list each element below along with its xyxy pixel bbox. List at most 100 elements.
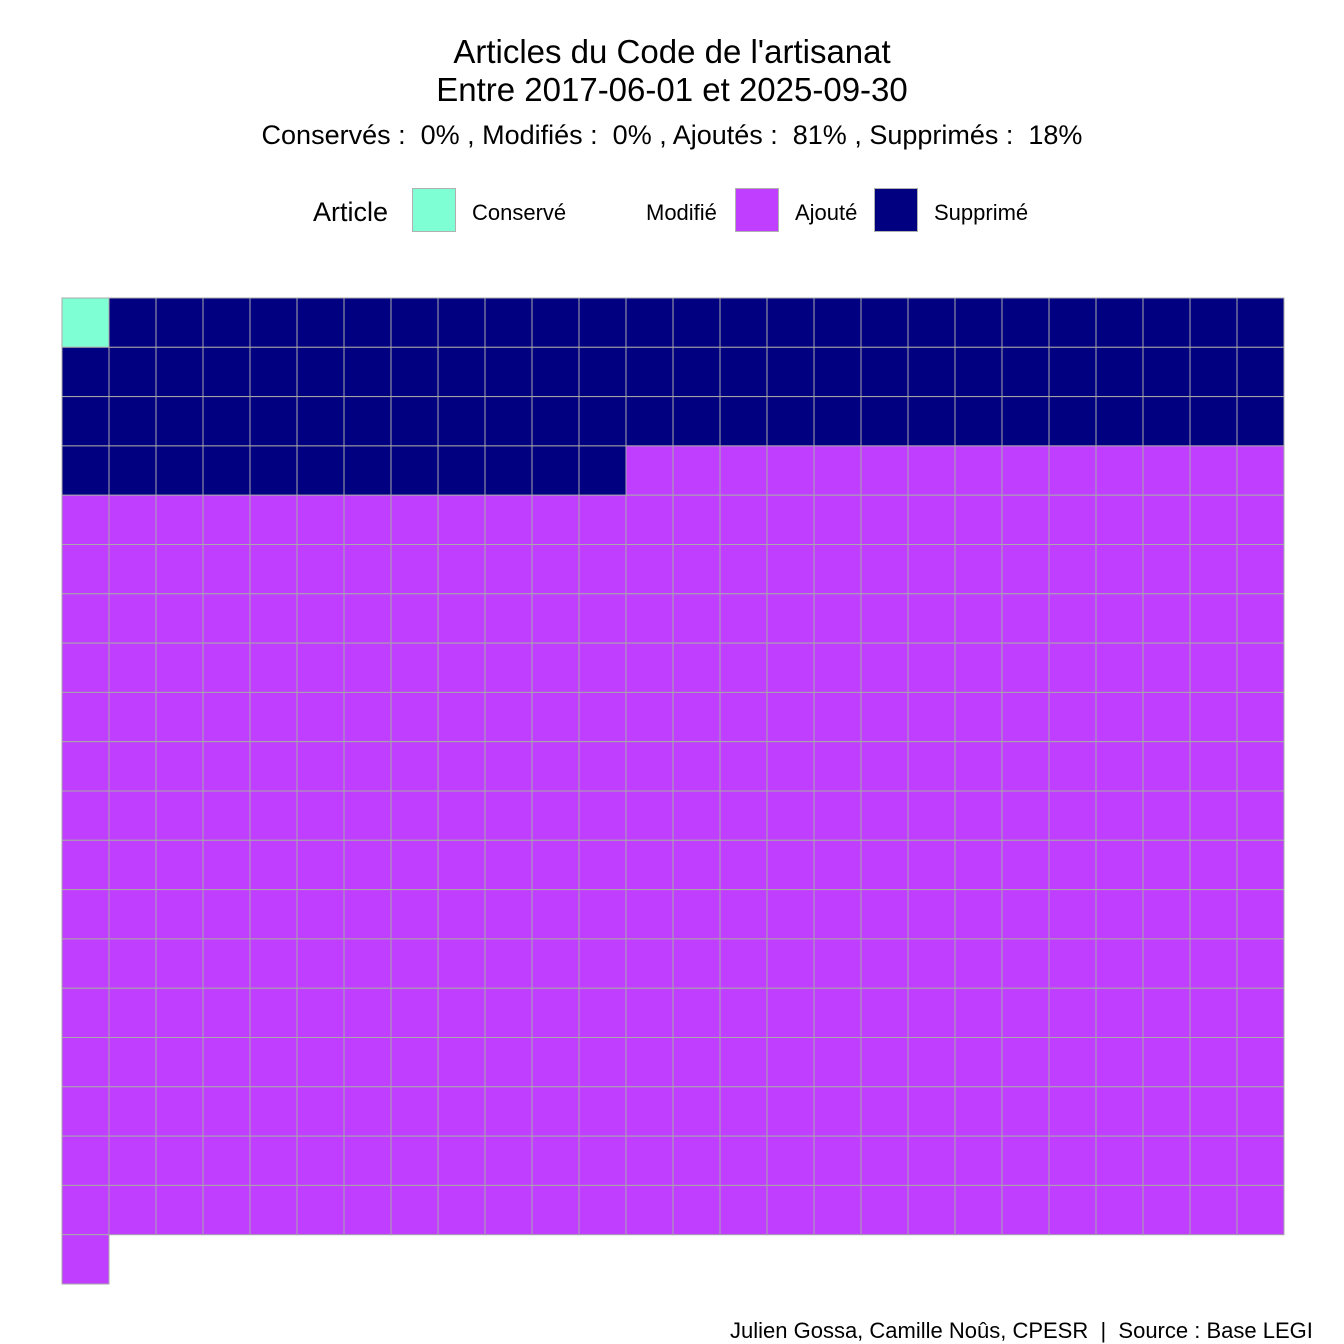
waffle-tile bbox=[907, 297, 956, 348]
waffle-tile bbox=[108, 445, 157, 496]
waffle-tile bbox=[578, 593, 627, 644]
waffle-tile bbox=[155, 741, 204, 792]
waffle-tile bbox=[249, 691, 298, 743]
waffle-tile bbox=[484, 1086, 533, 1137]
waffle-tile bbox=[531, 544, 580, 595]
waffle-tile bbox=[719, 1184, 768, 1236]
waffle-tile bbox=[61, 445, 110, 496]
waffle-tile bbox=[202, 1184, 251, 1236]
waffle-tile bbox=[1001, 790, 1050, 841]
waffle-tile bbox=[108, 544, 157, 595]
waffle-tile bbox=[625, 889, 674, 940]
waffle-tile bbox=[249, 346, 298, 398]
waffle-tile bbox=[672, 1037, 721, 1088]
legend-label-modifie: Modifié bbox=[646, 200, 717, 225]
waffle-tile bbox=[61, 1086, 110, 1137]
waffle-tile bbox=[531, 938, 580, 989]
waffle-tile bbox=[766, 1037, 815, 1088]
waffle-tile bbox=[1236, 396, 1285, 447]
waffle-tile bbox=[1142, 346, 1191, 398]
waffle-tile bbox=[437, 741, 486, 792]
waffle-tile bbox=[578, 741, 627, 792]
waffle-tile bbox=[1048, 642, 1097, 693]
waffle-tile bbox=[155, 544, 204, 595]
waffle-tile bbox=[672, 346, 721, 398]
waffle-tile bbox=[61, 741, 110, 792]
waffle-tile bbox=[1095, 1086, 1144, 1137]
waffle-tile bbox=[437, 346, 486, 398]
waffle-tile bbox=[625, 1135, 674, 1186]
waffle-tile bbox=[437, 691, 486, 743]
waffle-tile bbox=[1001, 741, 1050, 792]
waffle-tile bbox=[907, 593, 956, 644]
waffle-tile bbox=[484, 544, 533, 595]
waffle-tile bbox=[954, 445, 1003, 496]
waffle-tile bbox=[954, 1086, 1003, 1137]
waffle-tile bbox=[1095, 889, 1144, 940]
waffle-tile bbox=[1001, 346, 1050, 398]
waffle-tile bbox=[1095, 1184, 1144, 1236]
waffle-tile bbox=[907, 544, 956, 595]
waffle-tile bbox=[108, 297, 157, 348]
waffle-tile bbox=[155, 494, 204, 546]
waffle-tile bbox=[907, 346, 956, 398]
waffle-tile bbox=[907, 741, 956, 792]
waffle-tile bbox=[202, 396, 251, 447]
waffle-tile bbox=[1001, 445, 1050, 496]
waffle-tile bbox=[860, 790, 909, 841]
waffle-tile bbox=[61, 593, 110, 644]
waffle-tile bbox=[155, 1086, 204, 1137]
waffle-tile bbox=[860, 889, 909, 940]
waffle-tile bbox=[860, 741, 909, 792]
waffle-tile bbox=[437, 544, 486, 595]
waffle-tile bbox=[578, 1184, 627, 1236]
waffle-tile bbox=[155, 938, 204, 989]
waffle-tile bbox=[390, 691, 439, 743]
waffle-tile bbox=[1236, 445, 1285, 496]
waffle-tile bbox=[484, 1037, 533, 1088]
waffle-tile bbox=[1095, 297, 1144, 348]
waffle-tile bbox=[954, 1037, 1003, 1088]
waffle-tile bbox=[108, 938, 157, 989]
legend-key-supprime bbox=[874, 188, 918, 232]
waffle-tile bbox=[813, 445, 862, 496]
waffle-tile bbox=[61, 396, 110, 447]
waffle-tile bbox=[860, 642, 909, 693]
waffle-tile bbox=[531, 494, 580, 546]
waffle-tile bbox=[202, 691, 251, 743]
waffle-tile bbox=[61, 1037, 110, 1088]
waffle-tile bbox=[625, 1037, 674, 1088]
waffle-tile bbox=[1236, 741, 1285, 792]
waffle-tile bbox=[202, 839, 251, 891]
waffle-tile bbox=[719, 396, 768, 447]
waffle-tile bbox=[719, 938, 768, 989]
waffle-tile bbox=[155, 691, 204, 743]
waffle-tile bbox=[1048, 1037, 1097, 1088]
waffle-tile bbox=[1142, 494, 1191, 546]
waffle-tile bbox=[672, 642, 721, 693]
waffle-tile bbox=[1001, 839, 1050, 891]
waffle-tile bbox=[1189, 790, 1238, 841]
waffle-tile bbox=[1001, 938, 1050, 989]
waffle-tile bbox=[202, 544, 251, 595]
waffle-tile bbox=[531, 297, 580, 348]
waffle-tile bbox=[484, 987, 533, 1039]
waffle-tile bbox=[343, 445, 392, 496]
waffle-tile bbox=[1236, 544, 1285, 595]
waffle-tile bbox=[719, 445, 768, 496]
waffle-tile bbox=[296, 691, 345, 743]
waffle-tile bbox=[1095, 839, 1144, 891]
waffle-tile bbox=[1189, 938, 1238, 989]
waffle-tile bbox=[1189, 1037, 1238, 1088]
waffle-tile bbox=[296, 1184, 345, 1236]
waffle-tile bbox=[719, 1086, 768, 1137]
waffle-tile bbox=[1236, 1037, 1285, 1088]
waffle-tile bbox=[907, 396, 956, 447]
waffle-tile bbox=[907, 889, 956, 940]
waffle-tile bbox=[390, 544, 439, 595]
waffle-tile bbox=[437, 889, 486, 940]
waffle-tile bbox=[625, 494, 674, 546]
waffle-tile bbox=[1048, 790, 1097, 841]
waffle-tile bbox=[108, 1184, 157, 1236]
waffle-tile bbox=[672, 445, 721, 496]
